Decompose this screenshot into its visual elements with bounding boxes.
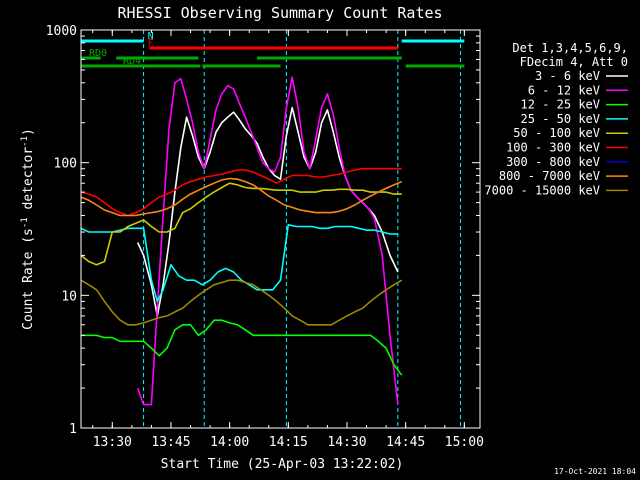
x-tick-label: 15:00 [445,435,484,450]
x-tick-label: 13:45 [151,435,190,450]
series-line-2 [136,76,399,406]
legend-label-2: 6 - 12 keV [528,83,600,97]
series-line-4 [81,224,398,303]
legend-label-5: 50 - 100 keV [513,126,600,140]
flag-layer: NF RD0 RD4 [81,31,465,68]
y-axis-label: Count Rate (s-1 detector-1) [20,128,36,330]
series-line-6 [81,167,402,217]
legend-label-7: 300 - 800 keV [506,155,600,169]
plot-area: NF RD0 RD4 [80,29,481,429]
y-axis-ticks: 1 10 100 1000 [46,24,480,437]
legend-label-3: 12 - 25 keV [521,98,600,112]
y-tick-label: 1000 [46,24,77,39]
plot-frame [80,29,481,429]
legend-label-4: 25 - 50 keV [521,112,600,126]
x-tick-label: 14:15 [269,435,308,450]
x-tick-label: 13:30 [93,435,132,450]
y-tick-label: 1 [69,422,77,437]
legend-header-line-1: Det 1,3,4,5,6,9, [512,41,628,55]
x-tick-label: 14:00 [210,435,249,450]
legend-header-line-2: FDecim 4, Att 0 [520,55,628,69]
series-layer [81,76,403,406]
legend-label-8: 800 - 7000 keV [499,169,600,183]
flag-label-rd0: RD0 [89,48,107,59]
x-axis-ticks: 13:30 13:45 14:00 14:15 14:30 14:45 15:00 [92,30,484,450]
x-axis-label: Start Time (25-Apr-03 13:22:02) [161,457,404,472]
chart-title: RHESSI Observing Summary Count Rates [117,4,442,22]
x-tick-label: 14:45 [386,435,425,450]
footer-timestamp: 17-Oct-2021 18:04 [554,467,636,476]
flag-label-f: F [148,38,154,49]
flag-label-rd4: RD4 [123,56,141,67]
legend-label-1: 3 - 6 keV [535,69,600,83]
night-marker-layer [143,30,461,428]
legend-label-6: 100 - 300 keV [506,141,600,155]
y-tick-label: 10 [61,289,77,304]
series-line-9 [81,279,403,326]
legend: Det 1,3,4,5,6,9, FDecim 4, Att 0 3 - 6 k… [484,41,628,197]
series-line-8 [81,177,403,217]
x-tick-label: 14:30 [327,435,366,450]
flag-label-n: N [148,31,154,42]
series-line-5 [81,182,402,266]
legend-label-9: 7000 - 15000 keV [484,183,600,197]
series-line-3 [81,319,403,376]
y-tick-label: 100 [54,157,77,172]
